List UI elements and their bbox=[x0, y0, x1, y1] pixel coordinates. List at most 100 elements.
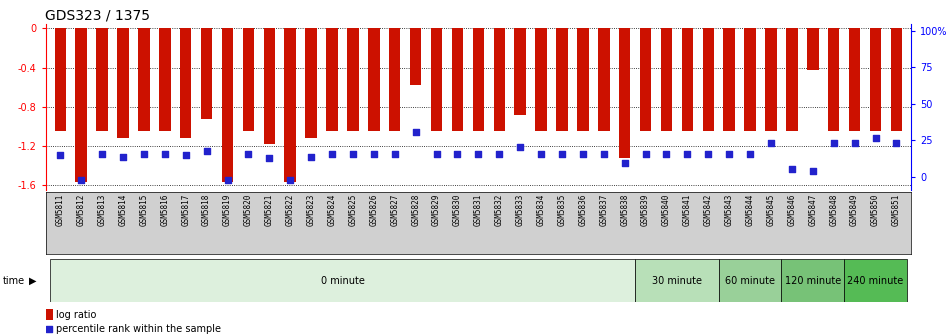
Text: GSM5830: GSM5830 bbox=[453, 194, 462, 226]
Bar bbox=[849, 29, 861, 131]
Point bbox=[178, 153, 193, 158]
Text: GSM5820: GSM5820 bbox=[243, 194, 253, 226]
Text: GSM5817: GSM5817 bbox=[182, 194, 190, 226]
Bar bbox=[305, 29, 317, 138]
Point bbox=[785, 167, 800, 172]
Text: GSM5837: GSM5837 bbox=[599, 194, 609, 226]
Point bbox=[764, 140, 779, 145]
Bar bbox=[263, 29, 275, 144]
Text: GSM5815: GSM5815 bbox=[140, 194, 148, 226]
Text: GDS323 / 1375: GDS323 / 1375 bbox=[45, 8, 150, 23]
Bar bbox=[473, 29, 484, 131]
Text: time: time bbox=[3, 276, 25, 286]
Text: GSM5850: GSM5850 bbox=[871, 194, 880, 226]
Point bbox=[199, 148, 214, 153]
Text: GSM5849: GSM5849 bbox=[850, 194, 859, 226]
Point bbox=[492, 151, 507, 156]
Text: GSM5839: GSM5839 bbox=[641, 194, 650, 226]
Text: GSM5822: GSM5822 bbox=[285, 194, 295, 226]
Point bbox=[743, 151, 758, 156]
Bar bbox=[49, 259, 635, 302]
Point bbox=[366, 151, 381, 156]
Text: GSM5833: GSM5833 bbox=[515, 194, 525, 226]
Point bbox=[220, 177, 235, 183]
Point bbox=[554, 151, 570, 156]
Text: GSM5847: GSM5847 bbox=[808, 194, 817, 226]
Point bbox=[241, 151, 256, 156]
Point bbox=[303, 154, 319, 160]
Text: percentile rank within the sample: percentile rank within the sample bbox=[56, 324, 221, 334]
Text: 0 minute: 0 minute bbox=[320, 276, 364, 286]
Text: GSM5835: GSM5835 bbox=[557, 194, 567, 226]
Text: 240 minute: 240 minute bbox=[847, 276, 903, 286]
Text: GSM5825: GSM5825 bbox=[348, 194, 358, 226]
Bar bbox=[719, 259, 782, 302]
Point bbox=[408, 129, 423, 134]
Text: GSM5829: GSM5829 bbox=[432, 194, 441, 226]
Point bbox=[52, 153, 68, 158]
Text: 60 minute: 60 minute bbox=[725, 276, 775, 286]
Point bbox=[471, 151, 486, 156]
Text: GSM5844: GSM5844 bbox=[746, 194, 754, 226]
Point bbox=[847, 140, 863, 145]
Point bbox=[513, 145, 528, 150]
Text: GSM5843: GSM5843 bbox=[725, 194, 733, 226]
Point bbox=[94, 151, 109, 156]
Point bbox=[596, 151, 611, 156]
Point bbox=[262, 156, 277, 161]
Text: 30 minute: 30 minute bbox=[652, 276, 702, 286]
Bar bbox=[159, 29, 170, 131]
Point bbox=[826, 140, 842, 145]
Bar bbox=[661, 29, 672, 131]
Bar bbox=[640, 29, 651, 131]
Text: GSM5832: GSM5832 bbox=[495, 194, 504, 226]
Point bbox=[722, 151, 737, 156]
Point bbox=[617, 160, 632, 166]
Text: GSM5814: GSM5814 bbox=[119, 194, 127, 226]
Bar bbox=[389, 29, 400, 131]
Bar bbox=[577, 29, 589, 131]
Text: GSM5813: GSM5813 bbox=[98, 194, 107, 226]
Bar bbox=[598, 29, 610, 131]
Bar bbox=[635, 259, 719, 302]
Text: GSM5838: GSM5838 bbox=[620, 194, 630, 226]
Bar bbox=[452, 29, 463, 131]
Point bbox=[282, 177, 298, 183]
Bar bbox=[410, 29, 421, 85]
Point bbox=[387, 151, 402, 156]
Bar bbox=[682, 29, 693, 131]
Text: GSM5842: GSM5842 bbox=[704, 194, 713, 226]
Point bbox=[42, 327, 57, 332]
Text: GSM5824: GSM5824 bbox=[327, 194, 337, 226]
Text: GSM5821: GSM5821 bbox=[264, 194, 274, 226]
Bar bbox=[368, 29, 379, 131]
Bar bbox=[54, 29, 66, 131]
Point bbox=[450, 151, 465, 156]
Point bbox=[73, 177, 88, 183]
Bar bbox=[724, 29, 735, 131]
Bar bbox=[180, 29, 191, 138]
Bar bbox=[745, 29, 756, 131]
Text: GSM5848: GSM5848 bbox=[829, 194, 838, 226]
Bar bbox=[828, 29, 840, 131]
Point bbox=[115, 154, 130, 160]
Text: log ratio: log ratio bbox=[56, 310, 96, 320]
Bar bbox=[782, 259, 844, 302]
Bar bbox=[807, 29, 819, 70]
Bar bbox=[535, 29, 547, 131]
Bar bbox=[46, 309, 53, 320]
Text: GSM5816: GSM5816 bbox=[161, 194, 169, 226]
Text: GSM5826: GSM5826 bbox=[369, 194, 378, 226]
Text: GSM5812: GSM5812 bbox=[77, 194, 86, 226]
Text: GSM5840: GSM5840 bbox=[662, 194, 671, 226]
Bar bbox=[284, 29, 296, 182]
Point bbox=[805, 168, 821, 174]
Bar bbox=[222, 29, 233, 182]
Point bbox=[638, 151, 653, 156]
Point bbox=[868, 135, 883, 141]
Bar bbox=[96, 29, 107, 131]
Bar bbox=[75, 29, 87, 182]
Text: GSM5851: GSM5851 bbox=[892, 194, 901, 226]
Point bbox=[659, 151, 674, 156]
Point bbox=[157, 151, 172, 156]
